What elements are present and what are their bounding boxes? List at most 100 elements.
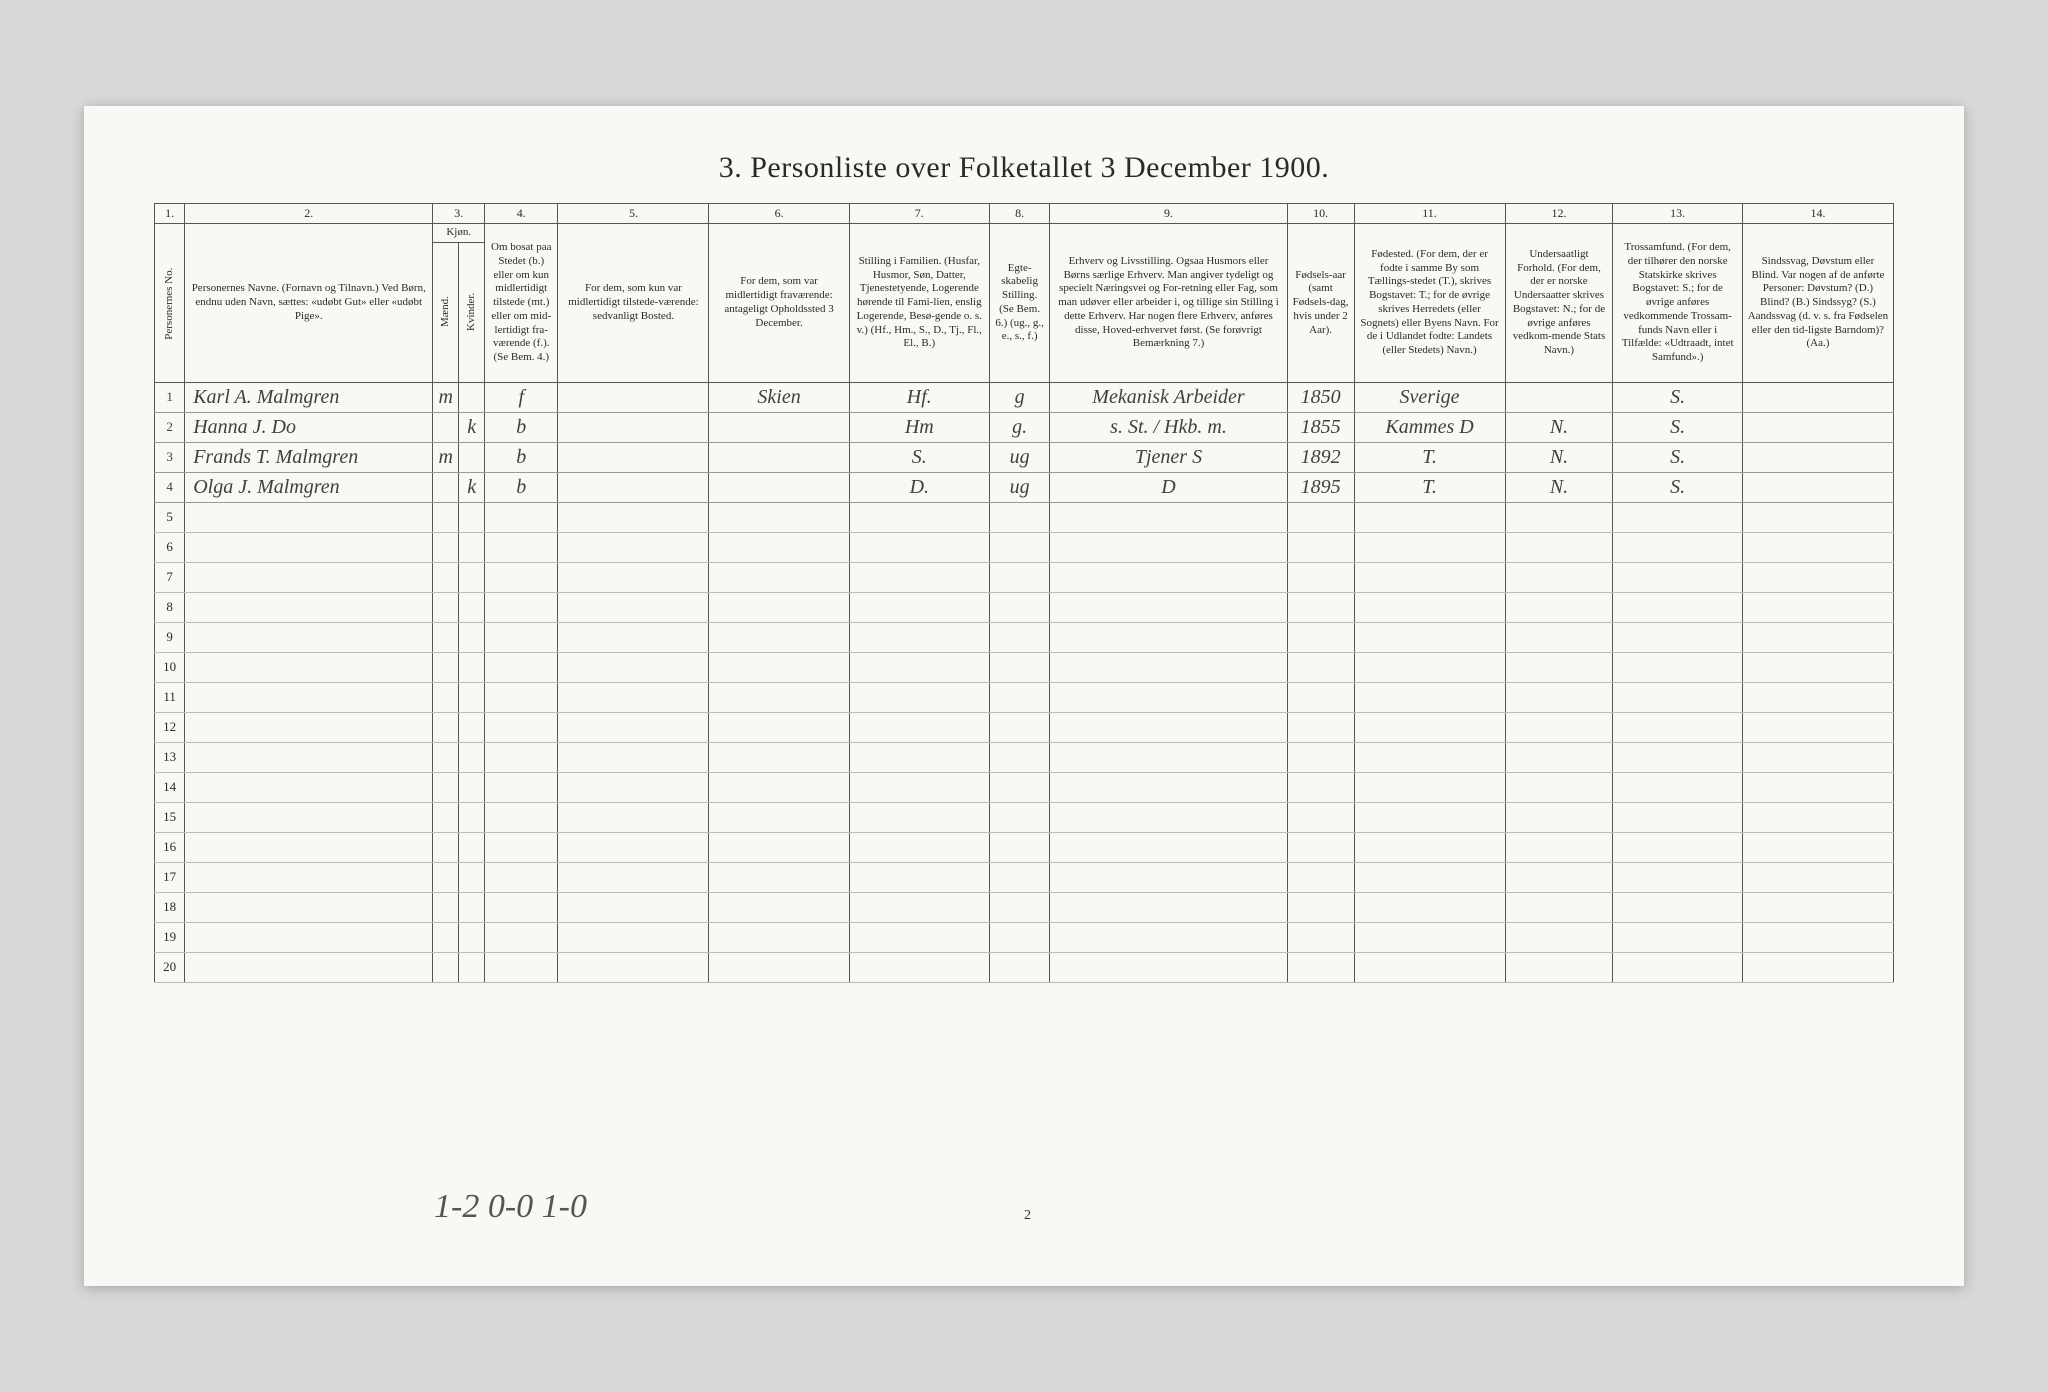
empty-cell — [185, 502, 433, 532]
cell-marital: g — [989, 382, 1049, 412]
cell-nationality: N. — [1505, 472, 1613, 502]
cell-marital: ug — [989, 472, 1049, 502]
empty-cell — [1354, 592, 1505, 622]
cell-name: Frands T. Malmgren — [185, 442, 433, 472]
empty-cell — [1505, 742, 1613, 772]
empty-cell — [1613, 532, 1742, 562]
empty-cell — [558, 922, 709, 952]
empty-cell — [185, 892, 433, 922]
empty-cell — [1354, 742, 1505, 772]
empty-cell — [1613, 742, 1742, 772]
empty-cell — [709, 922, 849, 952]
row-number: 19 — [155, 922, 185, 952]
empty-cell — [1505, 892, 1613, 922]
empty-cell — [989, 952, 1049, 982]
empty-cell — [1505, 802, 1613, 832]
table-row: 8 — [155, 592, 1894, 622]
empty-cell — [1050, 532, 1287, 562]
cell-religion: S. — [1613, 412, 1742, 442]
cell-c6 — [709, 412, 849, 442]
empty-cell — [849, 952, 989, 982]
cell-nationality — [1505, 382, 1613, 412]
col-marital: Egte-skabelig Stilling. (Se Bem. 6.) (ug… — [989, 224, 1049, 383]
empty-cell — [459, 592, 485, 622]
column-number-row: 1. 2. 3. 4. 5. 6. 7. 8. 9. 10. 11. 12. 1… — [155, 204, 1894, 224]
empty-cell — [709, 712, 849, 742]
table-row: 10 — [155, 652, 1894, 682]
row-number: 13 — [155, 742, 185, 772]
empty-cell — [989, 802, 1049, 832]
cell-c5 — [558, 382, 709, 412]
empty-cell — [1050, 622, 1287, 652]
empty-cell — [1354, 712, 1505, 742]
table-row: 2Hanna J. DokbHmg.s. St. / Hkb. m.1855Ka… — [155, 412, 1894, 442]
empty-cell — [1742, 532, 1893, 562]
empty-cell — [709, 832, 849, 862]
cell-birthplace: Kammes D — [1354, 412, 1505, 442]
empty-cell — [433, 532, 459, 562]
empty-cell — [709, 802, 849, 832]
table-row: 9 — [155, 622, 1894, 652]
empty-cell — [849, 682, 989, 712]
empty-cell — [485, 652, 558, 682]
empty-cell — [1287, 772, 1354, 802]
empty-cell — [558, 502, 709, 532]
row-number: 7 — [155, 562, 185, 592]
cell-female: k — [459, 412, 485, 442]
empty-cell — [485, 622, 558, 652]
empty-cell — [1613, 952, 1742, 982]
empty-cell — [1742, 502, 1893, 532]
empty-cell — [709, 682, 849, 712]
empty-cell — [989, 742, 1049, 772]
colnum: 11. — [1354, 204, 1505, 224]
col-disability: Sindssvag, Døvstum eller Blind. Var noge… — [1742, 224, 1893, 383]
empty-cell — [485, 922, 558, 952]
empty-cell — [1613, 562, 1742, 592]
empty-cell — [989, 502, 1049, 532]
empty-cell — [1050, 892, 1287, 922]
empty-cell — [558, 952, 709, 982]
empty-cell — [433, 862, 459, 892]
cell-c6 — [709, 472, 849, 502]
empty-cell — [185, 772, 433, 802]
empty-cell — [1354, 652, 1505, 682]
colnum: 13. — [1613, 204, 1742, 224]
empty-cell — [1354, 502, 1505, 532]
empty-cell — [558, 712, 709, 742]
empty-cell — [1505, 712, 1613, 742]
empty-cell — [1354, 892, 1505, 922]
empty-cell — [709, 952, 849, 982]
empty-cell — [709, 742, 849, 772]
empty-cell — [185, 712, 433, 742]
empty-cell — [459, 532, 485, 562]
cell-occupation: Tjener S — [1050, 442, 1287, 472]
empty-cell — [849, 742, 989, 772]
cell-birthyear: 1855 — [1287, 412, 1354, 442]
empty-cell — [1505, 922, 1613, 952]
empty-cell — [185, 802, 433, 832]
empty-cell — [1742, 742, 1893, 772]
cell-male — [433, 412, 459, 442]
empty-cell — [433, 592, 459, 622]
empty-cell — [1050, 952, 1287, 982]
empty-cell — [989, 712, 1049, 742]
empty-cell — [1354, 862, 1505, 892]
empty-cell — [709, 562, 849, 592]
table-row: 20 — [155, 952, 1894, 982]
empty-cell — [849, 802, 989, 832]
empty-cell — [1505, 532, 1613, 562]
row-number: 4 — [155, 472, 185, 502]
empty-cell — [485, 772, 558, 802]
empty-cell — [185, 922, 433, 952]
empty-cell — [433, 892, 459, 922]
empty-cell — [849, 502, 989, 532]
empty-cell — [185, 532, 433, 562]
table-row: 7 — [155, 562, 1894, 592]
cell-religion: S. — [1613, 382, 1742, 412]
empty-cell — [185, 682, 433, 712]
empty-cell — [1742, 682, 1893, 712]
empty-cell — [709, 772, 849, 802]
empty-cell — [485, 502, 558, 532]
empty-cell — [1505, 682, 1613, 712]
empty-cell — [1505, 772, 1613, 802]
